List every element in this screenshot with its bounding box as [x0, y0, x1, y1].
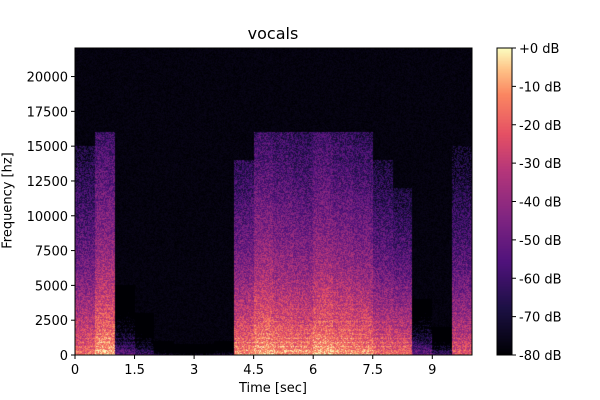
y-tick-label: 20000: [27, 71, 68, 86]
colorbar-tick-label: -70 dB: [519, 311, 562, 326]
colorbar-tick-label: -40 dB: [519, 196, 562, 211]
colorbar-tick-label: -50 dB: [519, 234, 562, 249]
x-tick-label: 3: [190, 363, 198, 378]
colorbar-frame: [496, 47, 513, 356]
colorbar: [497, 48, 512, 355]
x-tick-label: 6: [309, 363, 317, 378]
x-axis-label: Time [sec]: [238, 381, 307, 396]
y-tick-label: 0: [60, 349, 68, 364]
chart-title: vocals: [247, 24, 299, 43]
y-tick-label: 7500: [35, 245, 68, 260]
colorbar-tick-label: -60 dB: [519, 272, 562, 287]
colorbar-tick-label: -80 dB: [519, 349, 562, 364]
colorbar-tick-label: -20 dB: [519, 119, 562, 134]
y-tick-label: 10000: [27, 210, 68, 225]
x-tick-label: 4.5: [243, 363, 264, 378]
plot-frame: [74, 47, 473, 356]
x-tick-label: 7.5: [362, 363, 383, 378]
x-tick-label: 1.5: [124, 363, 145, 378]
colorbar-tick-label: -10 dB: [519, 80, 562, 95]
colorbar-tick-label: -30 dB: [519, 157, 562, 172]
colorbar-tick-label: +0 dB: [519, 42, 559, 57]
y-axis-label: Frequency [hz]: [0, 152, 16, 249]
y-tick-label: 17500: [27, 105, 68, 120]
spectrogram-heatmap: [75, 48, 472, 355]
y-tick-label: 2500: [35, 314, 68, 329]
y-tick-label: 15000: [27, 140, 68, 155]
x-tick-label: 9: [428, 363, 436, 378]
x-tick-label: 0: [71, 363, 79, 378]
y-tick-label: 12500: [27, 175, 68, 190]
y-tick-label: 5000: [35, 279, 68, 294]
